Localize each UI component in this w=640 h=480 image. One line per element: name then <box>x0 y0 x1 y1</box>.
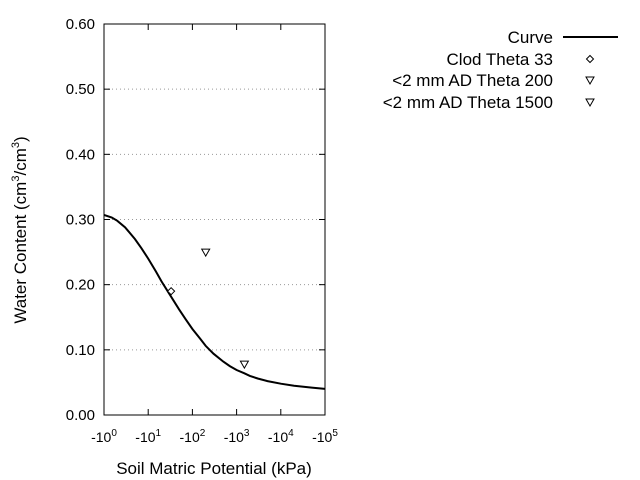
legend-label: Curve <box>508 28 553 47</box>
x-tick-label: -100 <box>91 428 117 445</box>
x-tick-label: -103 <box>224 428 250 445</box>
curve-line <box>103 213 326 390</box>
data-point <box>166 286 176 296</box>
legend-marker <box>585 98 595 108</box>
y-tick-label: 0.30 <box>66 212 95 229</box>
x-axis-label: Soil Matric Potential (kPa) <box>116 459 312 478</box>
grid-lines <box>104 88 325 351</box>
y-axis: 0.00 0.10 0.20 0.30 0.40 0.50 0.60 <box>66 16 325 424</box>
legend-label: <2 mm AD Theta 1500 <box>383 93 553 112</box>
data-point <box>200 248 211 258</box>
legend-marker <box>585 54 595 64</box>
legend-label: Clod Theta 33 <box>447 50 553 69</box>
y-tick-label: 0.20 <box>66 277 95 294</box>
x-axis: -100 -101 -102 -103 -104 -105 <box>91 24 338 445</box>
plot-frame <box>103 23 326 416</box>
x-tick-label: -102 <box>180 428 206 445</box>
x-tick-label: -101 <box>135 428 161 445</box>
legend-marker <box>585 76 595 86</box>
y-label-sup2: 3 <box>10 142 22 148</box>
y-tick-label: 0.00 <box>66 407 95 424</box>
y-tick-label: 0.40 <box>66 146 95 163</box>
y-label-suffix: ) <box>11 136 30 142</box>
x-tick-label: -105 <box>312 428 338 445</box>
x-tick-label: -104 <box>268 428 294 445</box>
y-axis-label: Water Content (cm3/cm3) <box>10 136 30 323</box>
y-tick-label: 0.10 <box>66 342 95 359</box>
data-point <box>239 360 250 370</box>
y-label-middle: /cm <box>11 148 30 175</box>
y-tick-label: 0.50 <box>66 81 95 98</box>
data-markers <box>166 248 250 370</box>
legend: Curve Clod Theta 33 <2 mm AD Theta 200 <2 m… <box>383 28 618 112</box>
y-label-prefix: Water Content (cm <box>11 182 30 324</box>
legend-label: <2 mm AD Theta 200 <box>392 71 553 90</box>
y-label-sup1: 3 <box>10 176 22 182</box>
y-tick-label: 0.60 <box>66 16 95 33</box>
